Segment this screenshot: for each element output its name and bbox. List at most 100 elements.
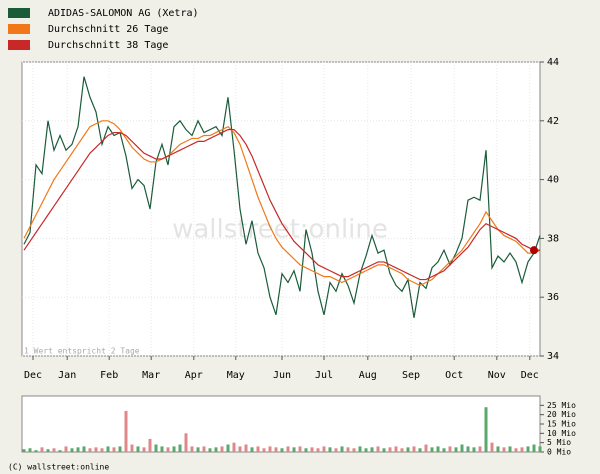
legend-label: Durchschnitt 38 Tage (48, 40, 168, 51)
volume-bar (52, 448, 56, 452)
x-tick-label: Dec (521, 370, 539, 381)
volume-bar (532, 444, 536, 452)
volume-bar (466, 446, 470, 452)
volume-bar (190, 446, 194, 452)
volume-bar (424, 444, 428, 452)
volume-bar (22, 449, 26, 452)
volume-bar (484, 407, 488, 452)
volume-bar (454, 447, 458, 452)
price-line (23, 129, 540, 281)
volume-bar (154, 444, 158, 452)
legend-label: ADIDAS-SALOMON AG (Xetra) (48, 8, 199, 19)
x-tick-label: Jul (315, 370, 333, 381)
x-tick-label: Feb (100, 370, 118, 381)
volume-bar (364, 448, 368, 452)
x-tick-label: Aug (359, 370, 377, 381)
volume-bar (388, 447, 392, 452)
volume-bar (142, 447, 146, 452)
volume-bar (292, 447, 296, 452)
volume-bar (502, 447, 506, 452)
price-line (23, 76, 541, 318)
volume-bar (28, 448, 32, 452)
x-tick-label: May (227, 370, 245, 381)
volume-bar (280, 448, 284, 452)
volume-bar (538, 446, 542, 452)
volume-bar (508, 446, 512, 452)
volume-bar (106, 446, 110, 452)
volume-bar (400, 448, 404, 452)
volume-bar (196, 447, 200, 452)
volume-bar (130, 444, 134, 452)
y-tick-label: 20 Mio (547, 410, 576, 419)
x-tick-label: Nov (488, 370, 506, 381)
volume-bar (160, 446, 164, 452)
volume-bar (490, 442, 494, 452)
volume-bar (352, 448, 356, 452)
volume-bar (172, 446, 176, 452)
volume-bar (40, 447, 44, 452)
note: 1 Wert entspricht 2 Tage (24, 347, 140, 356)
volume-bar (262, 448, 266, 452)
volume-bar (394, 446, 398, 452)
volume-bar (124, 410, 128, 452)
y-tick-label: 0 Mio (547, 448, 571, 457)
legend-swatch (8, 8, 30, 18)
volume-bar (514, 448, 518, 452)
volume-bar (334, 448, 338, 452)
volume-bar (244, 444, 248, 452)
y-tick-label: 42 (547, 116, 559, 127)
volume-bar (46, 449, 50, 452)
x-tick-label: Sep (402, 370, 420, 381)
y-tick-label: 36 (547, 292, 559, 303)
volume-bar (406, 447, 410, 452)
volume-bar (442, 448, 446, 452)
volume-bar (178, 444, 182, 452)
volume-panel (21, 395, 541, 453)
y-tick-label: 10 Mio (547, 429, 576, 438)
volume-bar (166, 447, 170, 452)
volume-bar (148, 438, 152, 452)
volume-bar (460, 444, 464, 452)
x-tick-label: Apr (185, 370, 203, 381)
volume-bar (382, 448, 386, 452)
volume-bar (118, 446, 122, 452)
volume-bar (112, 447, 116, 452)
volume-bar (184, 433, 188, 452)
current-marker (530, 246, 538, 255)
volume-bar (100, 448, 104, 452)
volume-bar (94, 447, 98, 452)
volume-bar (304, 448, 308, 452)
legend-swatch (8, 40, 30, 50)
x-tick-label: Jan (58, 370, 76, 381)
volume-bar (286, 446, 290, 452)
y-tick-label: 5 Mio (547, 438, 571, 447)
volume-bar (322, 446, 326, 452)
y-tick-label: 44 (547, 57, 559, 68)
volume-bar (430, 447, 434, 452)
volume-bar (274, 447, 278, 452)
volume-bar (268, 446, 272, 452)
volume-bar (202, 446, 206, 452)
volume-bar (34, 450, 38, 452)
price-line (23, 120, 541, 287)
volume-bar (82, 446, 86, 452)
x-tick-label: Dec (24, 370, 42, 381)
volume-bar (370, 447, 374, 452)
volume-bar (238, 446, 242, 452)
y-tick-label: 40 (547, 175, 559, 186)
volume-bar (358, 446, 362, 452)
volume-bar (472, 447, 476, 452)
volume-bar (298, 446, 302, 452)
volume-bar (76, 447, 80, 452)
volume-bar (496, 446, 500, 452)
volume-bar (418, 448, 422, 452)
volume-bar (232, 442, 236, 452)
x-tick-label: Jun (273, 370, 291, 381)
volume-bar (136, 446, 140, 452)
volume-bar (328, 447, 332, 452)
legend-label: Durchschnitt 26 Tage (48, 24, 168, 35)
volume-bar (310, 447, 314, 452)
volume-bar (316, 448, 320, 452)
volume-bar (220, 446, 224, 452)
